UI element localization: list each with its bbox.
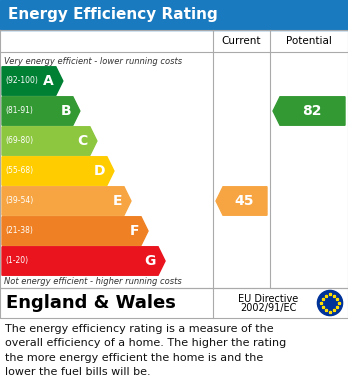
Text: Current: Current [222, 36, 261, 46]
Bar [0, 0, 348, 30]
Text: (69-80): (69-80) [5, 136, 33, 145]
Circle shape [317, 291, 342, 316]
Text: E: E [112, 194, 122, 208]
Text: 45: 45 [235, 194, 254, 208]
Text: (21-38): (21-38) [5, 226, 33, 235]
Polygon shape [273, 97, 345, 125]
Polygon shape [2, 217, 148, 245]
Text: (55-68): (55-68) [5, 167, 33, 176]
Text: B: B [60, 104, 71, 118]
Text: Energy Efficiency Rating: Energy Efficiency Rating [8, 7, 218, 23]
Text: F: F [129, 224, 139, 238]
Text: The energy efficiency rating is a measure of the
overall efficiency of a home. T: The energy efficiency rating is a measur… [5, 324, 286, 377]
Text: (1-20): (1-20) [5, 256, 28, 265]
Text: (39-54): (39-54) [5, 197, 33, 206]
Polygon shape [2, 157, 114, 185]
Text: D: D [94, 164, 105, 178]
Text: England & Wales: England & Wales [6, 294, 176, 312]
Text: Potential: Potential [286, 36, 332, 46]
Text: (81-91): (81-91) [5, 106, 33, 115]
Polygon shape [2, 97, 80, 125]
Text: Very energy efficient - lower running costs: Very energy efficient - lower running co… [4, 57, 182, 66]
Text: A: A [43, 74, 54, 88]
Polygon shape [2, 187, 131, 215]
Text: 2002/91/EC: 2002/91/EC [240, 303, 297, 313]
Polygon shape [2, 247, 165, 275]
Text: C: C [78, 134, 88, 148]
Polygon shape [216, 187, 267, 215]
Text: Not energy efficient - higher running costs: Not energy efficient - higher running co… [4, 276, 182, 285]
Text: 82: 82 [302, 104, 322, 118]
Polygon shape [2, 67, 63, 95]
Text: G: G [145, 254, 156, 268]
Polygon shape [2, 127, 97, 155]
Text: (92-100): (92-100) [5, 77, 38, 86]
Text: EU Directive: EU Directive [238, 294, 299, 304]
